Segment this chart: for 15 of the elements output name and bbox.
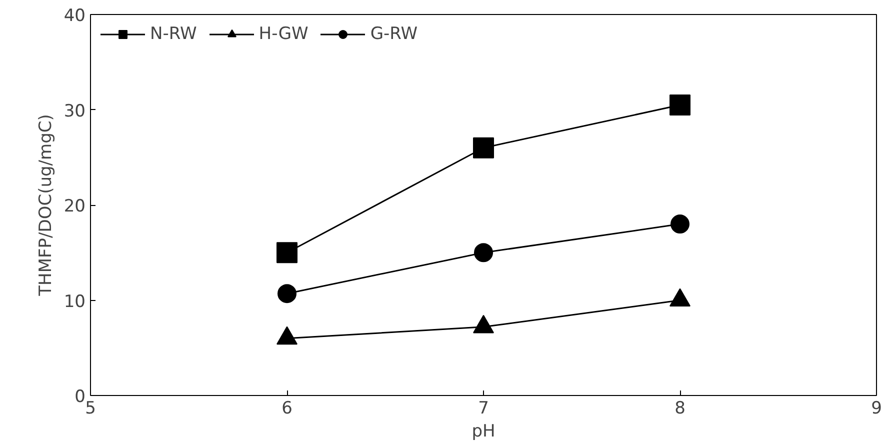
legend-label: N-RW — [150, 24, 197, 44]
y-tick-label: 10 — [64, 292, 86, 312]
x-tick-label: 5 — [85, 398, 96, 418]
x-tick-label: 6 — [282, 398, 292, 418]
x-tick-label: 8 — [674, 398, 686, 418]
y-tick-label: 0 — [74, 387, 86, 407]
x-axis-title: pH — [472, 422, 496, 442]
x-tick-label: 7 — [478, 398, 489, 418]
y-axis-title: THMFP/DOC(ug/mgC) — [36, 114, 56, 297]
y-tick-label: 30 — [64, 101, 86, 122]
y-tick-label: 40 — [64, 6, 86, 26]
legend-label: G-RW — [370, 24, 418, 44]
y-tick-label: 20 — [64, 196, 86, 216]
legend-label: H-GW — [258, 24, 308, 44]
x-tick-label: 9 — [871, 398, 882, 418]
